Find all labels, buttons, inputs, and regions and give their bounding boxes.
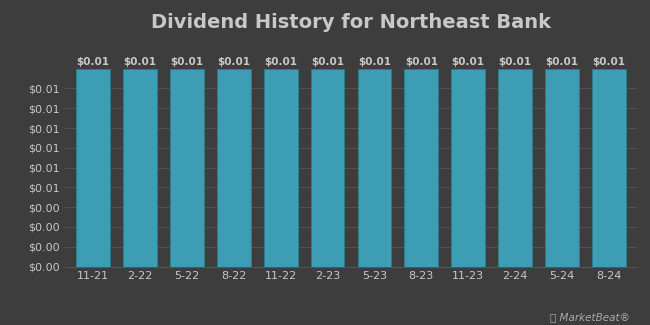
Text: $0.01: $0.01 <box>170 57 203 67</box>
Bar <box>123 69 157 266</box>
Text: $0.01: $0.01 <box>217 57 250 67</box>
Bar <box>404 69 438 266</box>
Text: $0.01: $0.01 <box>264 57 297 67</box>
Bar <box>217 69 251 266</box>
Bar <box>358 69 391 266</box>
Bar <box>592 69 626 266</box>
Text: $0.01: $0.01 <box>452 57 485 67</box>
Text: $0.01: $0.01 <box>124 57 157 67</box>
Bar <box>545 69 579 266</box>
Text: $0.01: $0.01 <box>545 57 578 67</box>
Bar <box>311 69 344 266</box>
Bar <box>498 69 532 266</box>
Bar <box>264 69 298 266</box>
Text: $0.01: $0.01 <box>499 57 532 67</box>
Text: $0.01: $0.01 <box>77 57 110 67</box>
Title: Dividend History for Northeast Bank: Dividend History for Northeast Bank <box>151 13 551 32</box>
Text: $0.01: $0.01 <box>592 57 625 67</box>
Bar <box>451 69 485 266</box>
Text: ⨹ MarketBeat®: ⨹ MarketBeat® <box>551 312 630 322</box>
Text: $0.01: $0.01 <box>405 57 438 67</box>
Bar <box>170 69 204 266</box>
Bar <box>76 69 110 266</box>
Text: $0.01: $0.01 <box>358 57 391 67</box>
Text: $0.01: $0.01 <box>311 57 344 67</box>
